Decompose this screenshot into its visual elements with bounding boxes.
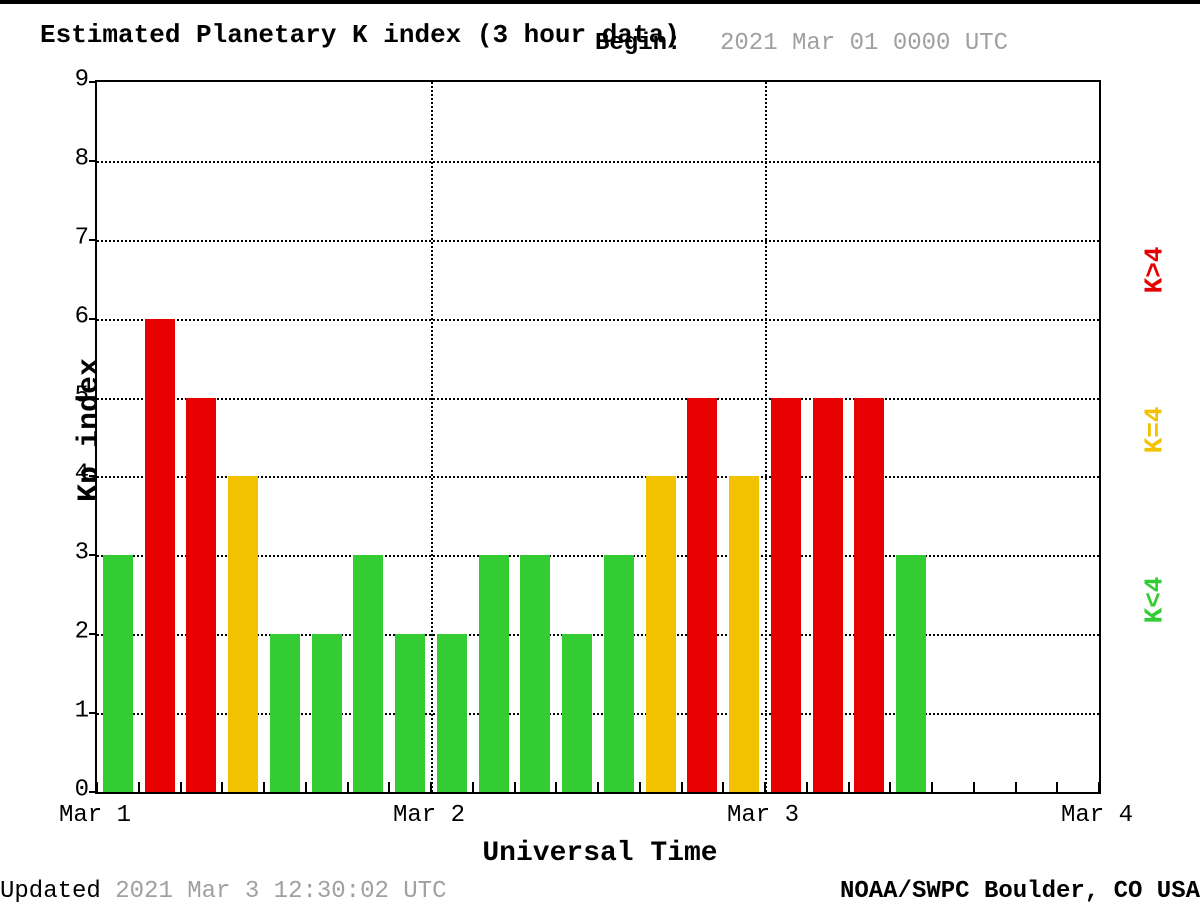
bar xyxy=(729,476,759,792)
updated-label-text: Updated xyxy=(0,878,101,905)
bar xyxy=(646,476,676,792)
minor-tick xyxy=(681,782,683,792)
ytick-label: 2 xyxy=(55,619,89,646)
minor-tick xyxy=(472,782,474,792)
legend-label: K<4 xyxy=(1140,577,1170,624)
ytick-mark xyxy=(89,554,97,556)
bar xyxy=(103,555,133,792)
bar xyxy=(604,555,634,792)
xtick-label: Mar 4 xyxy=(1061,802,1133,829)
ytick-label: 9 xyxy=(55,67,89,94)
ytick-mark xyxy=(89,318,97,320)
bar xyxy=(854,398,884,792)
minor-tick xyxy=(973,782,975,792)
legend-label: K>4 xyxy=(1140,247,1170,294)
ytick-mark xyxy=(89,239,97,241)
ytick-mark xyxy=(89,81,97,83)
plot-area xyxy=(95,80,1101,794)
ytick-mark xyxy=(89,712,97,714)
bar xyxy=(520,555,550,792)
bar xyxy=(228,476,258,792)
minor-tick xyxy=(1056,782,1058,792)
minor-tick xyxy=(347,782,349,792)
begin-value: 2021 Mar 01 0000 UTC xyxy=(720,30,1008,57)
bar xyxy=(145,319,175,792)
minor-tick xyxy=(180,782,182,792)
ytick-mark xyxy=(89,475,97,477)
gridline-h xyxy=(97,161,1099,163)
minor-tick xyxy=(96,782,98,792)
xtick-label: Mar 2 xyxy=(393,802,465,829)
minor-tick xyxy=(1098,782,1100,792)
ytick-label: 5 xyxy=(55,382,89,409)
ytick-label: 3 xyxy=(55,540,89,567)
chart-container: Estimated Planetary K index (3 hour data… xyxy=(0,0,1200,913)
ytick-mark xyxy=(89,160,97,162)
minor-tick xyxy=(138,782,140,792)
minor-tick xyxy=(305,782,307,792)
bar xyxy=(312,634,342,792)
minor-tick xyxy=(221,782,223,792)
bar xyxy=(479,555,509,792)
ytick-label: 1 xyxy=(55,698,89,725)
xtick-label: Mar 1 xyxy=(59,802,131,829)
minor-tick xyxy=(889,782,891,792)
minor-tick xyxy=(722,782,724,792)
minor-tick xyxy=(806,782,808,792)
minor-tick xyxy=(430,782,432,792)
minor-tick xyxy=(514,782,516,792)
bar xyxy=(270,634,300,792)
begin-label: Begin: xyxy=(595,30,681,57)
gridline-h xyxy=(97,240,1099,242)
minor-tick xyxy=(848,782,850,792)
minor-tick xyxy=(764,782,766,792)
gridline-v xyxy=(431,82,433,792)
top-border xyxy=(0,0,1200,4)
xtick-label: Mar 3 xyxy=(727,802,799,829)
minor-tick xyxy=(388,782,390,792)
ytick-mark xyxy=(89,397,97,399)
bar xyxy=(395,634,425,792)
minor-tick xyxy=(931,782,933,792)
x-axis-label: Universal Time xyxy=(0,838,1200,869)
source-attribution: NOAA/SWPC Boulder, CO USA xyxy=(840,878,1200,905)
updated-timestamp: 2021 Mar 3 12:30:02 UTC xyxy=(115,878,446,905)
updated-line: Updated 2021 Mar 3 12:30:02 UTC xyxy=(0,878,447,905)
bar xyxy=(687,398,717,792)
legend-label: K=4 xyxy=(1140,407,1170,454)
chart-title: Estimated Planetary K index (3 hour data… xyxy=(40,20,680,50)
minor-tick xyxy=(555,782,557,792)
bar xyxy=(896,555,926,792)
minor-tick xyxy=(639,782,641,792)
gridline-h xyxy=(97,319,1099,321)
minor-tick xyxy=(263,782,265,792)
ytick-label: 6 xyxy=(55,303,89,330)
bar xyxy=(562,634,592,792)
ytick-mark xyxy=(89,633,97,635)
bar xyxy=(813,398,843,792)
bar xyxy=(771,398,801,792)
ytick-label: 8 xyxy=(55,145,89,172)
bar xyxy=(186,398,216,792)
minor-tick xyxy=(1015,782,1017,792)
bar xyxy=(437,634,467,792)
ytick-label: 4 xyxy=(55,461,89,488)
bar xyxy=(353,555,383,792)
gridline-h xyxy=(97,398,1099,400)
ytick-label: 7 xyxy=(55,224,89,251)
gridline-v xyxy=(765,82,767,792)
minor-tick xyxy=(597,782,599,792)
ytick-label: 0 xyxy=(55,777,89,804)
